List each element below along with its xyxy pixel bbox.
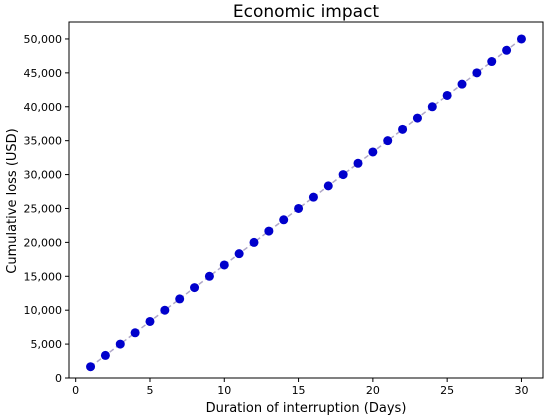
- data-point: [294, 203, 304, 213]
- data-point: [249, 237, 259, 247]
- data-point: [204, 271, 214, 281]
- y-tick-label: 45,000: [24, 67, 63, 80]
- data-point: [368, 147, 378, 157]
- y-tick-label: 5,000: [31, 338, 63, 351]
- plot-frame: [68, 21, 544, 379]
- data-point: [219, 260, 229, 270]
- data-point: [115, 339, 125, 349]
- data-point: [234, 249, 244, 259]
- x-tick-label: 30: [514, 384, 528, 397]
- x-tick-label: 0: [72, 384, 79, 397]
- x-tick-label: 15: [292, 384, 306, 397]
- data-point: [145, 316, 155, 326]
- y-tick-label: 10,000: [24, 304, 63, 317]
- y-tick-label: 40,000: [24, 101, 63, 114]
- y-tick-label: 50,000: [24, 33, 63, 46]
- data-point: [323, 181, 333, 191]
- data-point: [338, 170, 348, 180]
- data-point: [130, 328, 140, 338]
- data-point: [472, 68, 482, 78]
- series-group: [86, 34, 526, 372]
- data-point: [457, 79, 467, 89]
- y-tick-label: 0: [55, 372, 62, 385]
- x-axis-label: Duration of interruption (Days): [206, 401, 407, 416]
- data-point: [516, 34, 526, 44]
- data-point: [427, 102, 437, 112]
- series-line: [90, 38, 522, 368]
- y-tick-label: 20,000: [24, 236, 63, 249]
- y-tick-label: 25,000: [24, 202, 63, 215]
- y-tick-label: 15,000: [24, 270, 63, 283]
- x-tick-label: 5: [146, 384, 153, 397]
- data-point: [100, 350, 110, 360]
- data-point: [502, 45, 512, 55]
- data-point: [383, 136, 393, 146]
- x-tick-label: 10: [217, 384, 231, 397]
- chart-title: Economic impact: [233, 2, 380, 22]
- data-point: [175, 294, 185, 304]
- data-point: [190, 283, 200, 293]
- data-point: [86, 362, 96, 372]
- data-point: [308, 192, 318, 202]
- y-tick-label: 30,000: [24, 169, 63, 182]
- data-point: [442, 90, 452, 100]
- data-point: [353, 158, 363, 168]
- data-point: [279, 215, 289, 225]
- y-tick-label: 35,000: [24, 135, 63, 148]
- data-point: [160, 305, 170, 315]
- x-tick-label: 25: [440, 384, 454, 397]
- data-point: [398, 124, 408, 134]
- data-point: [487, 57, 497, 67]
- data-point: [412, 113, 422, 123]
- data-point: [264, 226, 274, 236]
- y-axis-label: Cumulative loss (USD): [5, 128, 20, 274]
- x-tick-label: 20: [366, 384, 380, 397]
- axes: 0 5 10 15 20 25 30 0 5,000 10,000 15,000 20,000 25,0…: [24, 21, 544, 397]
